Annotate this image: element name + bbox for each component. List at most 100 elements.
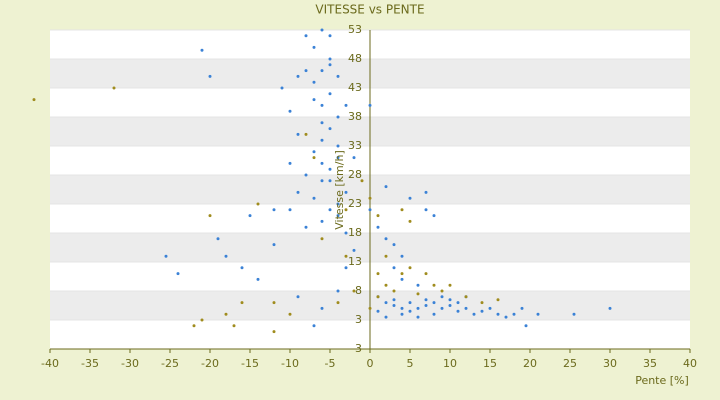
point	[456, 301, 460, 305]
point	[176, 272, 180, 276]
point	[368, 208, 372, 212]
y-tick-label: 23	[348, 197, 362, 210]
point	[368, 306, 372, 310]
point	[392, 304, 396, 307]
point	[472, 312, 476, 316]
point	[328, 57, 332, 61]
point	[392, 266, 396, 270]
point	[504, 315, 508, 319]
point	[320, 28, 324, 32]
point	[304, 69, 308, 73]
point	[408, 196, 412, 200]
x-tick-label: -25	[161, 357, 179, 370]
point	[496, 298, 500, 302]
point	[296, 190, 300, 194]
point	[296, 132, 300, 136]
point	[480, 301, 484, 305]
point	[328, 179, 332, 183]
x-tick-label: 40	[683, 357, 697, 370]
point	[536, 312, 540, 316]
point	[424, 208, 428, 212]
point	[416, 306, 420, 310]
point	[328, 34, 332, 38]
y-tick-label: 43	[348, 81, 362, 94]
point	[352, 289, 356, 293]
point	[352, 156, 356, 160]
point	[344, 266, 348, 270]
point	[272, 330, 276, 334]
point	[400, 277, 404, 281]
point	[32, 98, 36, 102]
y-tick-label: 18	[348, 226, 362, 239]
point	[336, 301, 340, 305]
point	[392, 298, 396, 302]
point	[572, 312, 576, 316]
point	[224, 254, 228, 258]
x-tick-label: 10	[443, 357, 457, 370]
point	[384, 254, 388, 258]
y-axis-title: Vitesse [km/h]	[333, 150, 346, 230]
point	[240, 301, 244, 305]
point	[164, 254, 168, 258]
point	[320, 306, 324, 310]
point	[384, 315, 388, 319]
point	[432, 283, 436, 287]
point	[312, 98, 316, 102]
x-axis-title: Pente [%]	[635, 374, 689, 387]
point	[432, 301, 436, 305]
x-tick-label: 35	[643, 357, 657, 370]
point	[376, 295, 380, 299]
point	[376, 272, 380, 276]
point	[424, 304, 428, 307]
point	[320, 138, 324, 142]
point	[344, 208, 348, 212]
point	[488, 306, 492, 310]
point	[424, 190, 428, 194]
point	[400, 254, 404, 258]
point	[320, 161, 324, 165]
point	[456, 309, 460, 313]
point	[360, 179, 364, 183]
point	[328, 127, 332, 131]
point	[312, 324, 316, 328]
point	[336, 202, 340, 206]
point	[304, 173, 308, 177]
point	[408, 219, 412, 223]
point	[352, 248, 356, 252]
point	[312, 196, 316, 200]
y-tick-label: 3	[355, 342, 362, 355]
x-tick-label: 20	[523, 357, 537, 370]
point	[320, 103, 324, 107]
point	[312, 150, 316, 154]
x-tick-label: -5	[325, 357, 336, 370]
point	[336, 115, 340, 119]
point	[248, 214, 252, 218]
y-tick-label: 13	[348, 255, 362, 268]
point	[304, 225, 308, 229]
point	[320, 121, 324, 125]
x-tick-label: 15	[483, 357, 497, 370]
point	[336, 156, 340, 160]
point	[272, 301, 276, 305]
point	[480, 309, 484, 313]
point	[304, 132, 308, 136]
point	[344, 231, 348, 235]
point	[344, 254, 348, 258]
point	[240, 266, 244, 270]
y-tick-label: 48	[348, 52, 362, 65]
point	[208, 74, 212, 78]
point	[296, 295, 300, 299]
point	[464, 306, 468, 310]
point	[344, 103, 348, 107]
point	[192, 324, 196, 328]
point	[368, 103, 372, 107]
point	[112, 86, 116, 90]
point	[524, 324, 528, 328]
y-tick-label: 8	[355, 284, 362, 297]
point	[392, 289, 396, 293]
point	[328, 92, 332, 96]
point	[280, 86, 284, 90]
point	[336, 74, 340, 78]
point	[432, 214, 436, 218]
point	[376, 225, 380, 229]
